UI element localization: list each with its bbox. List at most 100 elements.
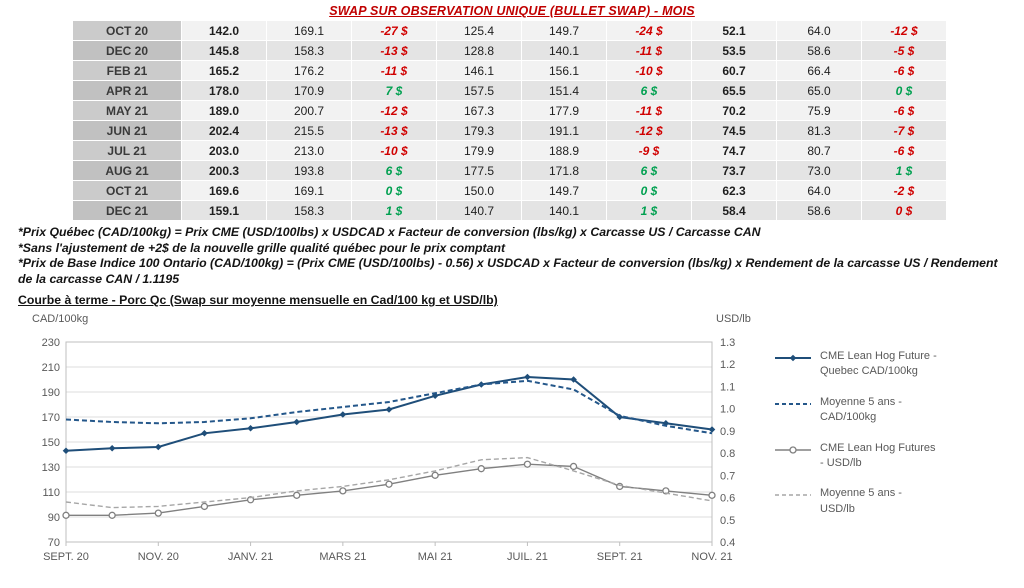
- legend-item: CME Lean Hog Future - Quebec CAD/100kg: [774, 349, 974, 380]
- left-axis-tick-label: 210: [42, 362, 60, 374]
- diff-cell: -11 $: [606, 100, 692, 121]
- table-row: MAY 21 189.0 200.7 -12 $167.3 177.9 -11 $70.2…: [72, 100, 947, 121]
- diff-cell: -11 $: [606, 40, 692, 61]
- diamond-marker: [108, 444, 116, 452]
- price-cell: 149.7: [521, 20, 607, 41]
- legend-line-sample-icon: [775, 402, 811, 405]
- diamond-marker: [789, 354, 797, 362]
- series-line-1: [65, 379, 713, 435]
- series-line-2: [66, 463, 713, 516]
- legend-line-sample-icon: [775, 354, 811, 362]
- diamond-marker: [524, 373, 531, 381]
- price-cell: 52.1: [691, 20, 777, 41]
- month-label-cell: JUN 21: [72, 120, 182, 141]
- diamond-marker: [247, 424, 254, 432]
- chart-block: CAD/100kg USD/lb 70 90 110 130 150 170 190 210 2…: [18, 313, 1024, 580]
- price-cell: 213.0: [266, 140, 352, 161]
- price-cell: 60.7: [691, 60, 777, 81]
- price-cell: 58.6: [776, 40, 862, 61]
- price-cell: 156.1: [521, 60, 607, 81]
- price-cell: 169.1: [266, 20, 352, 41]
- price-cell: 70.2: [691, 100, 777, 121]
- table-row: JUN 21 202.4 215.5 -13 $179.3 191.1 -12 $74.5…: [72, 120, 947, 141]
- price-cell: 53.5: [691, 40, 777, 61]
- diff-cell: 6 $: [606, 80, 692, 101]
- price-cell: 170.9: [266, 80, 352, 101]
- table-row: DEC 21 159.1 158.3 1 $140.7 140.1 1 $58.4 58.6…: [72, 200, 947, 221]
- diff-cell: -12 $: [606, 120, 692, 141]
- month-label-cell: DEC 21: [72, 200, 182, 221]
- legend-line-sample-icon: [775, 445, 811, 454]
- circle-marker: [616, 482, 624, 491]
- month-label-cell: MAY 21: [72, 100, 182, 121]
- circle-marker: [246, 496, 255, 504]
- circle-marker: [339, 487, 347, 495]
- forward-curve-line-chart: 70 90 110 130 150 170 190 210 230 0.4 0.5 0.6 0.7 0.8…: [42, 337, 736, 563]
- right-axis-tick-label: 0.7: [720, 470, 735, 482]
- footnote-line: *Prix de Base Indice 100 Ontario (CAD/10…: [18, 256, 998, 287]
- circle-marker: [62, 511, 70, 519]
- price-cell: 75.9: [776, 100, 862, 121]
- right-axis-tick-label: 0.9: [720, 426, 735, 438]
- diamond-marker: [385, 406, 393, 413]
- price-cell: 146.1: [436, 60, 522, 81]
- circle-marker: [662, 487, 670, 495]
- table-row: OCT 21 169.6 169.1 0 $150.0 149.7 0 $62.3 64.0…: [72, 180, 947, 201]
- diff-cell: -10 $: [606, 60, 692, 81]
- x-axis-tick-label: NOV. 21: [691, 551, 732, 563]
- x-axis-tick-label: MARS 21: [319, 551, 366, 563]
- circle-marker: [569, 462, 578, 471]
- price-cell: 140.1: [521, 200, 607, 221]
- price-cell: 58.6: [776, 200, 862, 221]
- month-label-cell: OCT 21: [72, 180, 182, 201]
- price-cell: 128.8: [436, 40, 522, 61]
- price-cell: 179.9: [436, 140, 522, 161]
- x-axis-tick-label: SEPT. 20: [43, 551, 89, 563]
- table-row: FEB 21 165.2 176.2 -11 $146.1 156.1 -10 $60.7…: [72, 60, 947, 81]
- table-row: JUL 21 203.0 213.0 -10 $179.9 188.9 -9 $74.7 8…: [72, 140, 947, 161]
- diff-cell: 6 $: [606, 160, 692, 181]
- price-cell: 169.6: [181, 180, 267, 201]
- price-cell: 74.7: [691, 140, 777, 161]
- left-axis-tick-label: 230: [42, 337, 60, 349]
- right-axis-tick-label: 0.8: [720, 448, 735, 460]
- right-axis-tick-label: 0.4: [720, 537, 735, 549]
- month-label-cell: FEB 21: [72, 60, 182, 81]
- left-axis-tick-label: 150: [42, 437, 60, 449]
- diff-cell: -13 $: [351, 40, 437, 61]
- price-cell: 140.7: [436, 200, 522, 221]
- left-axis-tick-label: 190: [42, 387, 60, 399]
- diff-cell: 6 $: [351, 160, 437, 181]
- price-cell: 140.1: [521, 40, 607, 61]
- diff-cell: -11 $: [351, 60, 437, 81]
- price-cell: 151.4: [521, 80, 607, 101]
- diff-cell: -10 $: [351, 140, 437, 161]
- legend-item: CME Lean Hog Futures - USD/lb: [774, 441, 974, 472]
- x-axis-tick-label: JUIL. 21: [507, 551, 548, 563]
- price-cell: 177.9: [521, 100, 607, 121]
- right-axis-title: USD/lb: [716, 312, 751, 325]
- price-cell: 200.3: [181, 160, 267, 181]
- price-cell: 177.5: [436, 160, 522, 181]
- month-label-cell: APR 21: [72, 80, 182, 101]
- diff-cell: 1 $: [351, 200, 437, 221]
- price-cell: 149.7: [521, 180, 607, 201]
- diamond-marker: [570, 376, 577, 383]
- price-cell: 145.8: [181, 40, 267, 61]
- legend-label: Moyenne 5 ans - USD/lb: [820, 487, 902, 515]
- diamond-marker: [154, 443, 162, 451]
- price-cell: 125.4: [436, 20, 522, 41]
- diff-cell: -12 $: [861, 20, 947, 41]
- diff-cell: -12 $: [351, 100, 437, 121]
- price-cell: 64.0: [776, 20, 862, 41]
- circle-marker: [708, 491, 716, 499]
- left-axis-tick-label: 170: [42, 412, 60, 424]
- diff-cell: -2 $: [861, 180, 947, 201]
- right-axis-tick-label: 1.1: [720, 381, 735, 393]
- price-cell: 157.5: [436, 80, 522, 101]
- diff-cell: 0 $: [861, 200, 947, 221]
- price-cell: 65.5: [691, 80, 777, 101]
- left-axis-tick-label: 130: [42, 462, 60, 474]
- month-label-cell: AUG 21: [72, 160, 182, 181]
